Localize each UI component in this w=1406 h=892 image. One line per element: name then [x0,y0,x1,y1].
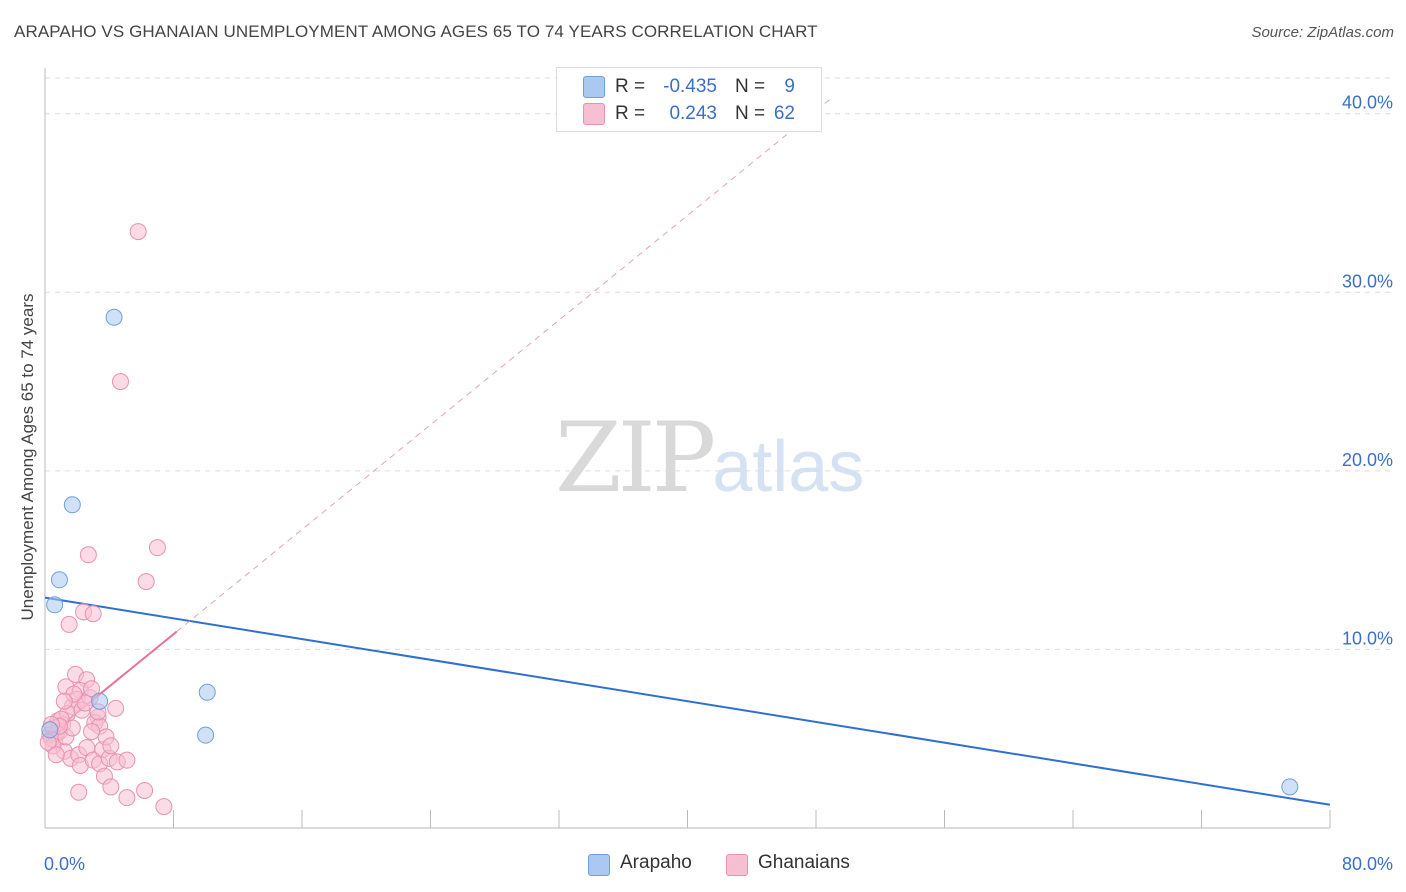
watermark-atlas: atlas [712,427,865,507]
legend-row-ghanaians: R = 0.243 N = 62 [557,101,821,127]
legend-n-value: 9 [784,76,795,97]
data-point [63,496,81,514]
data-point [118,751,136,769]
data-point [102,737,120,755]
correlation-legend: R = -0.435 N = 9 R = 0.243 N = 62 [556,67,822,132]
data-point [47,746,65,764]
data-point [137,573,155,591]
chart-source: Source: ZipAtlas.com [1251,24,1394,41]
x-tick-label: 80.0% [1342,854,1393,874]
series-legend-swatch [726,854,748,876]
data-point [111,373,129,391]
y-tick-label: 30.0% [1342,271,1393,291]
watermark-zip: ZIP [555,402,716,514]
data-point [148,539,166,557]
legend-row-arapaho: R = -0.435 N = 9 [557,74,821,100]
legend-n-label: N = [735,76,766,97]
legend-swatch-arapaho [583,76,605,98]
data-point [83,680,101,698]
data-point [46,596,64,614]
tick-labels: 10.0% 20.0% 30.0% 40.0% 0.0% 80.0% [44,93,1393,874]
trend-line [44,596,1331,806]
data-point [197,726,215,744]
axes [44,68,1331,829]
data-points [39,223,1299,816]
legend-r-label: R = [615,76,646,97]
series-legend-label: Ghanaians [758,852,850,873]
series-legend-swatch [588,854,610,876]
data-point [1281,778,1299,796]
data-point [84,605,102,623]
watermark: ZIPatlas [555,402,864,514]
data-point [70,783,88,801]
trend-lines [44,97,1331,806]
legend-r-value: 0.243 [669,103,717,124]
y-tick-label: 10.0% [1342,628,1393,648]
y-tick-label: 40.0% [1342,93,1393,113]
legend-n-value: 62 [773,103,795,124]
y-tick-label: 20.0% [1342,450,1393,470]
data-point [129,223,147,241]
data-point [102,778,120,796]
data-point [107,699,125,717]
data-point [41,721,59,739]
legend-swatch-ghanaians [583,103,605,125]
legend-r-value: -0.435 [663,76,717,97]
data-point [79,546,97,564]
data-point [198,683,216,701]
data-point [60,615,78,633]
chart-title: ARAPAHO VS GHANAIAN UNEMPLOYMENT AMONG A… [14,22,818,41]
trend-line-extension [176,97,833,632]
data-point [91,692,109,710]
data-point [83,723,101,741]
data-point [136,782,154,799]
data-point [50,571,68,589]
grid-lines [45,77,1395,650]
legend-n-label: N = [735,103,766,124]
series-legend-label: Arapaho [620,852,692,873]
data-point [118,789,136,807]
legend-r-label: R = [615,103,646,124]
data-point [55,692,73,710]
x-tick-label: 0.0% [44,854,85,874]
data-point [155,798,173,816]
data-point [105,308,123,326]
